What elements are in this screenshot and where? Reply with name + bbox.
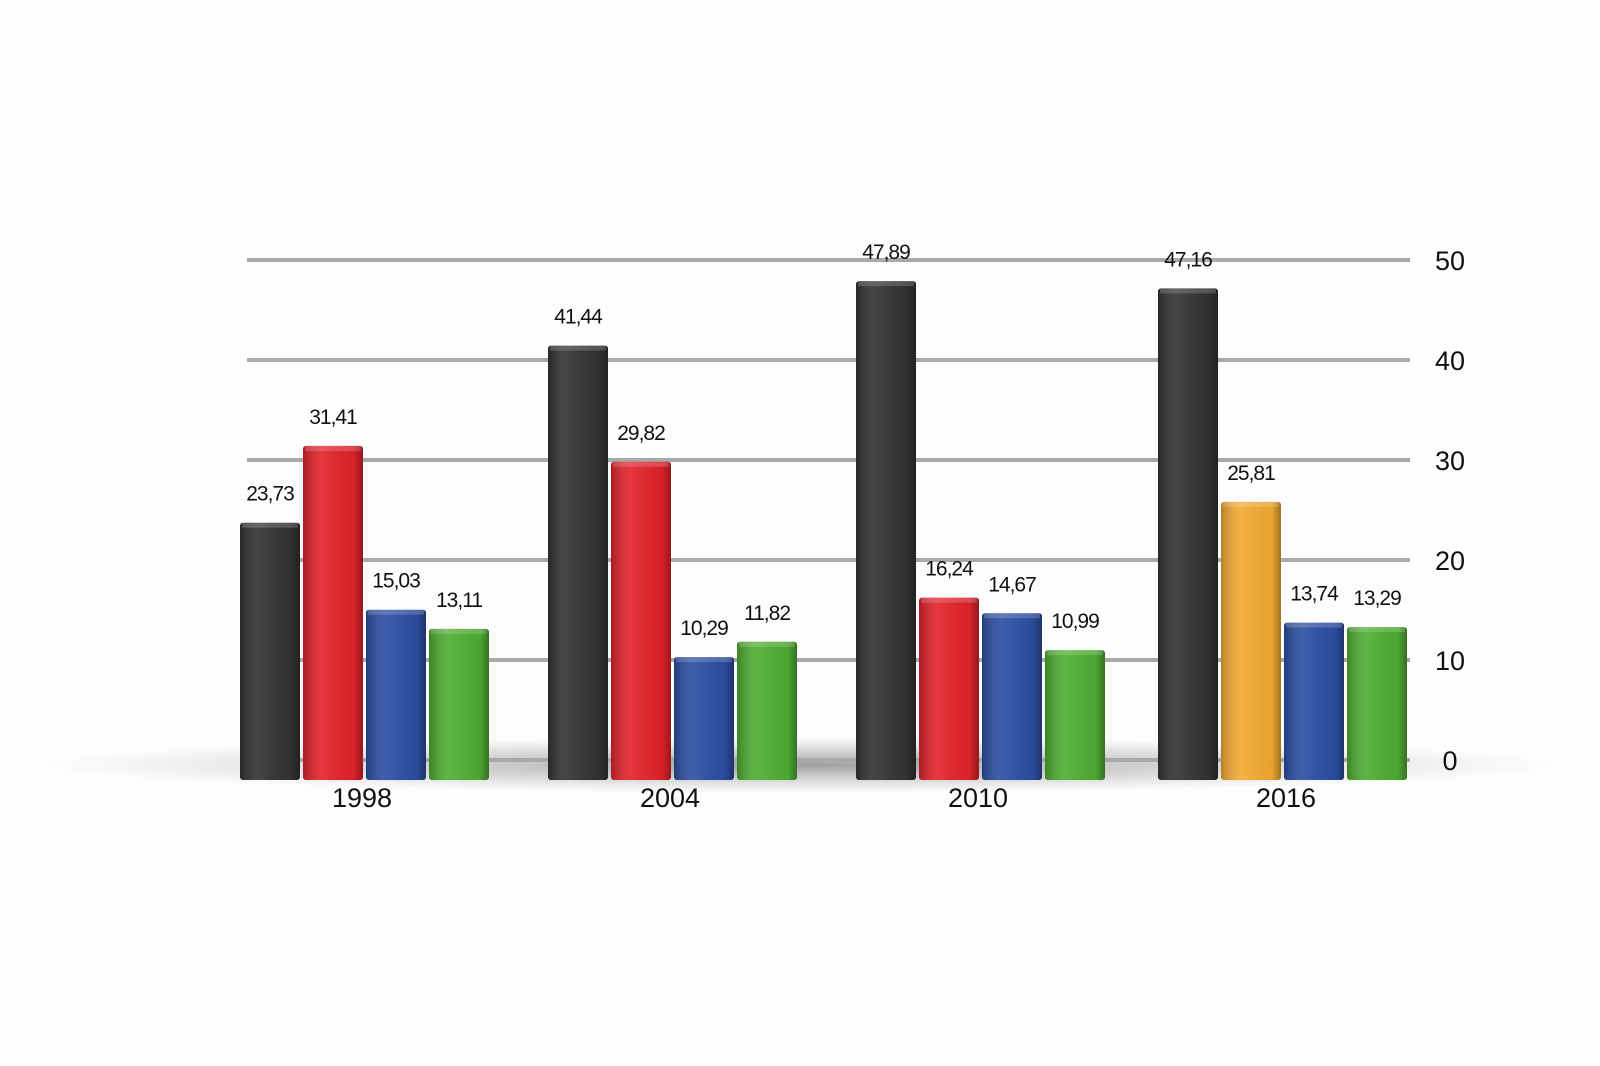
data-label: 15,03: [372, 570, 420, 593]
bar-top-bevel: [676, 657, 732, 663]
y-tick-label: 50: [1435, 246, 1465, 276]
y-tick-label: 30: [1435, 446, 1465, 476]
bar-top-bevel: [739, 641, 795, 647]
data-label: 47,16: [1164, 248, 1212, 271]
bar-shading: [240, 522, 300, 780]
bar-top-bevel: [368, 609, 424, 615]
x-category-label: 2004: [640, 783, 700, 813]
bar-shading: [1045, 650, 1105, 780]
data-label: 41,44: [554, 306, 603, 329]
bar-top-bevel: [1349, 627, 1405, 633]
y-tick-label: 10: [1435, 646, 1465, 676]
bar-shading: [919, 597, 979, 780]
data-label: 23,73: [246, 483, 294, 506]
bar-top-bevel: [1286, 622, 1342, 628]
bar-top-bevel: [984, 613, 1040, 619]
data-label: 13,29: [1353, 587, 1401, 610]
data-label: 13,74: [1290, 583, 1339, 606]
data-label: 25,81: [1227, 462, 1275, 485]
bar-shading: [1158, 288, 1218, 780]
data-label: 16,24: [925, 558, 974, 581]
x-category-label: 1998: [332, 783, 392, 813]
x-category-label: 2010: [948, 783, 1008, 813]
data-label: 10,29: [680, 617, 728, 640]
y-tick-label: 0: [1442, 746, 1457, 776]
bar-shading: [1221, 501, 1281, 780]
bar-shading: [366, 609, 426, 780]
bar-shading: [548, 345, 608, 780]
bar-shading: [429, 628, 489, 780]
bar-top-bevel: [921, 597, 977, 603]
x-category-label: 2016: [1256, 783, 1316, 813]
bar-shading: [856, 281, 916, 780]
data-label: 31,41: [309, 406, 357, 429]
bar-top-bevel: [858, 281, 914, 287]
bar-top-bevel: [242, 522, 298, 528]
bar-shading: [982, 613, 1042, 780]
bar-top-bevel: [1047, 650, 1103, 656]
bar-top-bevel: [431, 628, 487, 634]
bar-shading: [737, 641, 797, 780]
bar-shading: [1347, 627, 1407, 780]
bar-shading: [611, 461, 671, 780]
data-label: 11,82: [744, 602, 790, 625]
bar-shading: [1284, 622, 1344, 780]
y-tick-label: 20: [1435, 546, 1465, 576]
bar-shading: [674, 657, 734, 780]
data-label: 47,89: [862, 241, 910, 264]
data-label: 14,67: [988, 573, 1036, 596]
bar-top-bevel: [1160, 288, 1216, 294]
bar-top-bevel: [550, 345, 606, 351]
bar-top-bevel: [305, 445, 361, 451]
bar-shading: [303, 445, 363, 780]
bar-top-bevel: [613, 461, 669, 467]
bar-top-bevel: [1223, 501, 1279, 507]
data-label: 13,11: [436, 589, 482, 612]
data-label: 10,99: [1051, 610, 1099, 633]
data-label: 29,82: [617, 422, 665, 445]
y-tick-label: 40: [1435, 346, 1465, 376]
